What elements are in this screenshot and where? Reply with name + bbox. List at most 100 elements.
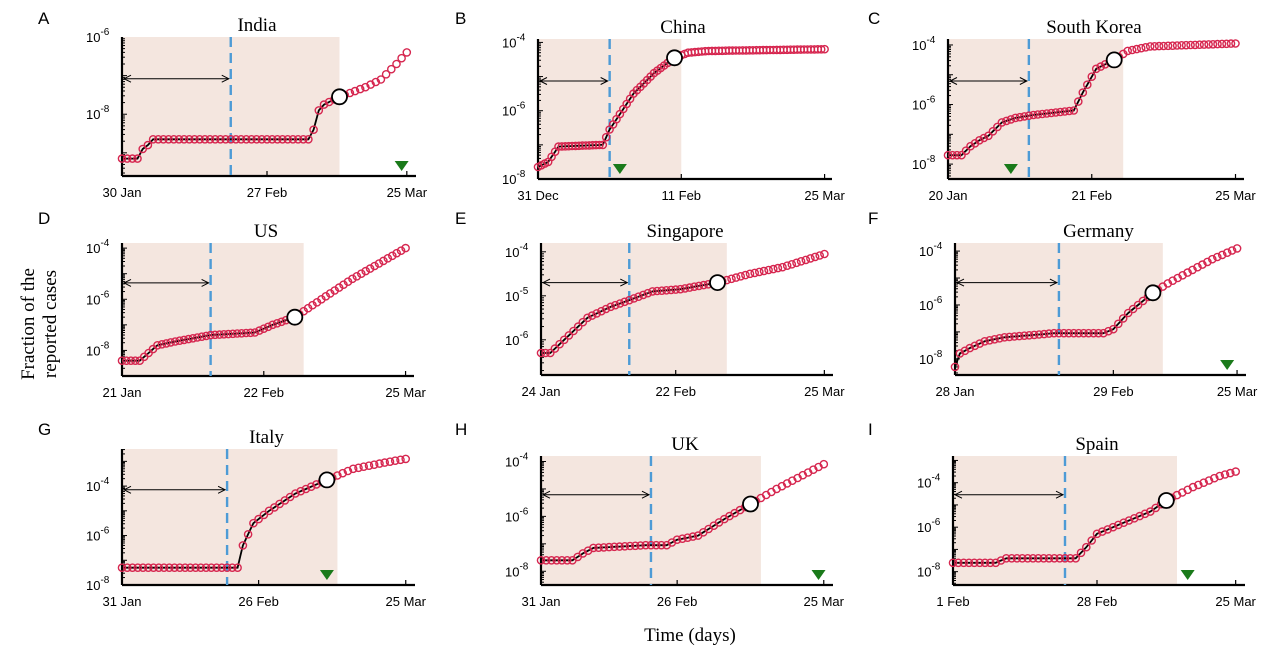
- x-tick-label: 24 Jan: [521, 384, 560, 399]
- panel-title: Germany: [1063, 221, 1134, 242]
- data-point: [662, 285, 671, 295]
- data-point: [1069, 106, 1079, 115]
- data-point: [801, 255, 811, 265]
- data-point: [1028, 554, 1038, 563]
- data-point: [1183, 268, 1192, 277]
- data-point: [170, 337, 180, 346]
- data-point: [1135, 511, 1144, 521]
- data-point: [1231, 467, 1240, 476]
- data-point: [197, 332, 207, 342]
- data-point: [536, 556, 546, 565]
- x-tick-label: 25 Mar: [804, 594, 845, 609]
- data-point: [1141, 43, 1150, 52]
- data-point: [1044, 329, 1054, 338]
- data-point: [222, 563, 232, 573]
- data-point: [288, 134, 298, 144]
- data-point: [820, 44, 829, 54]
- data-point: [948, 558, 958, 568]
- data-point: [232, 329, 242, 338]
- data-point: [1132, 44, 1141, 54]
- data-point: [343, 466, 353, 476]
- data-point: [685, 283, 694, 292]
- panel-title: India: [237, 15, 277, 36]
- data-point: [589, 543, 598, 553]
- data-point: [979, 133, 989, 143]
- data-point: [149, 563, 158, 573]
- data-point: [755, 267, 764, 277]
- x-tick-label: 31 Jan: [102, 594, 141, 609]
- data-point: [210, 134, 220, 144]
- y-tick-base: 10: [505, 454, 519, 469]
- data-point: [319, 100, 329, 109]
- data-point: [263, 322, 273, 332]
- data-point: [1002, 116, 1011, 126]
- window-arrow-left-head: [948, 77, 958, 85]
- data-point: [128, 154, 137, 163]
- data-point: [259, 510, 269, 520]
- x-tick-label: 25 Mar: [804, 188, 845, 203]
- data-point: [1140, 509, 1150, 519]
- data-point: [980, 558, 990, 568]
- data-point: [1015, 331, 1024, 341]
- data-point: [1087, 72, 1097, 81]
- highlight-point: [742, 495, 759, 513]
- data-point: [1124, 516, 1134, 525]
- window-arrow-right-head: [221, 74, 230, 83]
- data-point: [638, 290, 648, 300]
- data-point: [246, 328, 255, 338]
- data-point: [226, 134, 236, 144]
- data-point: [1079, 328, 1088, 338]
- window-arrow-right-head: [620, 278, 629, 287]
- data-point: [192, 333, 202, 342]
- x-tick-label: 31 Dec: [517, 188, 559, 203]
- y-tick-base: 10: [86, 292, 100, 307]
- data-point: [731, 273, 741, 282]
- y-tick-base: 10: [919, 298, 933, 313]
- data-point: [1232, 244, 1242, 253]
- panel-letter: F: [868, 209, 878, 228]
- data-point: [991, 558, 1001, 568]
- data-point: [1074, 97, 1083, 106]
- data-point: [657, 540, 666, 550]
- x-tick-label: 25 Mar: [1217, 384, 1258, 399]
- data-point: [133, 154, 142, 163]
- data-point: [201, 563, 211, 573]
- data-point: [196, 563, 206, 573]
- x-tick-label: 25 Mar: [386, 594, 427, 609]
- y-tick-exponent: -8: [100, 340, 109, 351]
- data-point: [365, 264, 375, 273]
- data-point: [154, 563, 164, 573]
- y-tick-label: 10-8: [912, 154, 936, 172]
- data-point: [750, 268, 760, 278]
- data-point: [175, 336, 184, 346]
- data-point: [1033, 110, 1043, 119]
- data-point: [179, 134, 189, 144]
- data-point: [1114, 520, 1123, 530]
- y-tick-label: 10-6: [505, 330, 529, 348]
- y-tick-exponent: -8: [931, 562, 940, 573]
- y-tick-exponent: -6: [100, 526, 109, 537]
- data-point: [1066, 554, 1075, 563]
- data-point: [1007, 554, 1017, 563]
- data-point: [370, 261, 379, 271]
- data-point: [634, 292, 643, 302]
- data-point: [1217, 250, 1227, 260]
- data-point: [164, 134, 173, 144]
- data-point: [143, 563, 153, 573]
- data-point: [273, 134, 282, 144]
- green-arrowhead-marker: [1220, 360, 1235, 370]
- data-point: [546, 348, 555, 358]
- window-arrow-left-head: [955, 278, 965, 287]
- data-point: [1006, 115, 1016, 124]
- data-point: [212, 563, 221, 573]
- y-tick-label: 10-6: [86, 27, 110, 45]
- y-tick-base: 10: [86, 30, 100, 45]
- y-tick-exponent: -8: [516, 169, 525, 180]
- data-point: [185, 563, 195, 573]
- data-point: [272, 318, 282, 328]
- data-point: [379, 256, 388, 266]
- data-point: [1011, 113, 1020, 123]
